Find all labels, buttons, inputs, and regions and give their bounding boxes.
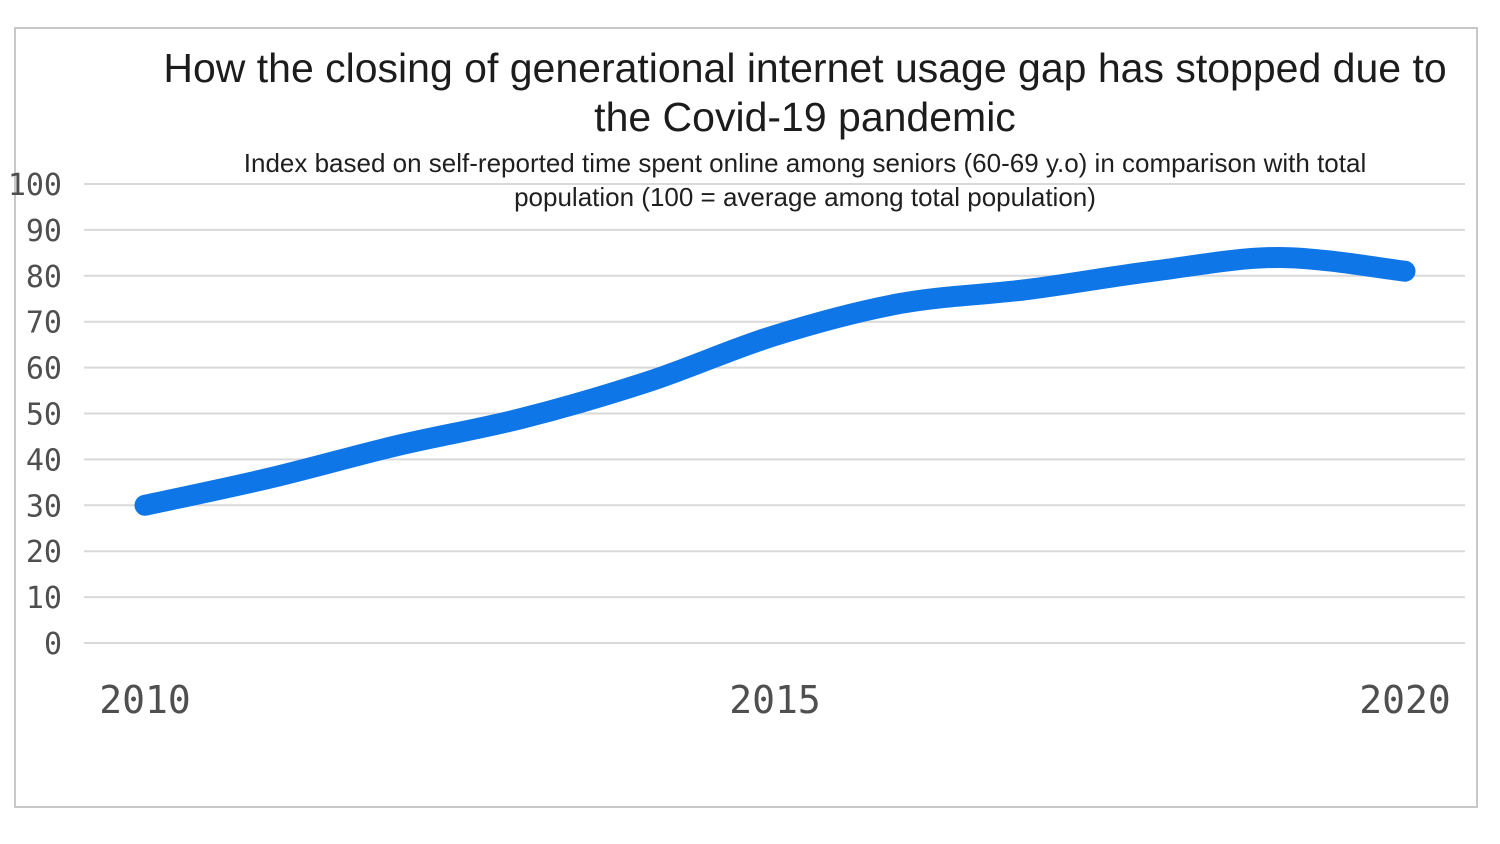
x-axis-tick-label: 2020 — [1359, 678, 1451, 722]
y-axis-tick-label: 90 — [26, 214, 62, 249]
x-axis-tick-label: 2015 — [729, 678, 821, 722]
y-axis-tick-label: 10 — [26, 581, 62, 616]
chart-frame — [14, 27, 1478, 808]
chart-subtitle-line2: population (100 = average among total po… — [514, 182, 1096, 212]
y-axis-tick-label: 100 — [8, 168, 62, 203]
y-axis-tick-label: 20 — [26, 535, 62, 570]
y-axis-tick-label: 80 — [26, 260, 62, 295]
data-line — [134, 246, 1416, 516]
y-axis-tick-label: 50 — [26, 398, 62, 433]
chart-title: How the closing of generational internet… — [110, 44, 1500, 142]
y-axis-tick-label: 0 — [44, 627, 62, 662]
chart-subtitle: Index based on self-reported time spent … — [110, 146, 1500, 214]
chart-title-line2: the Covid-19 pandemic — [594, 94, 1016, 140]
y-axis-tick-label: 70 — [26, 306, 62, 341]
chart-subtitle-line1: Index based on self-reported time spent … — [243, 148, 1367, 178]
y-axis-tick-label: 60 — [26, 352, 62, 387]
y-axis-tick-label: 30 — [26, 489, 62, 524]
x-axis-tick-label: 2010 — [99, 678, 191, 722]
y-axis-tick-label: 40 — [26, 443, 62, 478]
chart-title-line1: How the closing of generational internet… — [163, 45, 1447, 91]
